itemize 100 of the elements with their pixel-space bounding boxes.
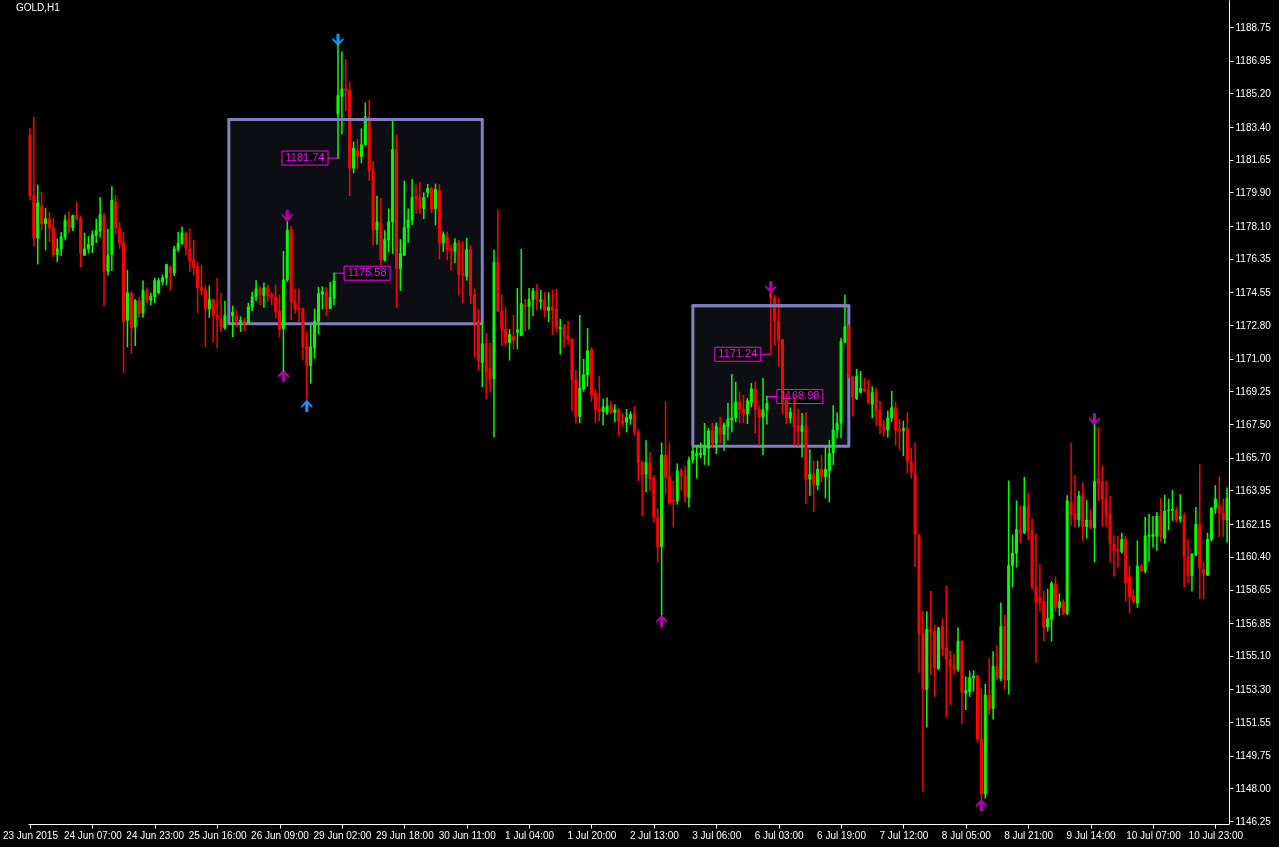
y-tick-label: 1149.75 (1235, 750, 1272, 762)
candlestick (196, 262, 200, 314)
point (301, 399, 313, 412)
candlestick (671, 480, 675, 528)
candlestick (262, 282, 266, 308)
candlestick (703, 423, 707, 465)
x-tick-label: 9 Jul 14:00 (1066, 829, 1116, 841)
y-tick-label: 1181.65 (1235, 154, 1272, 166)
candlestick (258, 286, 262, 306)
candlestick (562, 323, 566, 348)
x-tick-label: 7 Jul 12:00 (879, 829, 929, 841)
x-tick-label: 30 Jun 11:00 (438, 829, 497, 841)
x-tick-label: 25 Jun 16:00 (188, 829, 247, 841)
candlestick (625, 409, 629, 433)
point (656, 614, 668, 628)
candlestick (761, 377, 765, 455)
x-tick-label: 6 Jul 03:00 (754, 829, 805, 841)
x-tick-label: 29 Jun 02:00 (313, 829, 372, 841)
candlestick (515, 287, 519, 350)
candlestick (1159, 498, 1163, 542)
point (332, 33, 344, 47)
candlestick (414, 184, 418, 214)
y-tick-label: 1174.55 (1235, 286, 1272, 298)
candlestick (550, 289, 554, 335)
y-tick-label: 1176.35 (1235, 253, 1272, 265)
candlestick (422, 192, 426, 219)
candlestick (1096, 427, 1100, 501)
point (281, 209, 293, 222)
candlestick (441, 231, 445, 253)
candlestick (207, 285, 211, 318)
candlestick (1089, 509, 1093, 530)
candlestick (812, 460, 816, 512)
candlestick (141, 280, 145, 318)
candlestick (769, 290, 773, 356)
candlestick (137, 297, 141, 318)
candlestick (886, 410, 890, 438)
point (975, 799, 987, 812)
candlestick (1178, 494, 1182, 523)
candlestick (929, 591, 933, 676)
x-tick-label: 10 Jul 23:00 (1188, 829, 1244, 841)
candlestick (1053, 576, 1057, 612)
candlestick (695, 445, 699, 479)
candlestick (67, 211, 71, 233)
candlestick (543, 292, 547, 318)
candlestick (356, 139, 359, 169)
candlestick (1225, 487, 1229, 543)
candlestick (1120, 532, 1124, 554)
candlestick (1018, 505, 1022, 544)
candlestick (332, 272, 336, 306)
candlestick (153, 277, 157, 304)
candlestick (44, 207, 48, 251)
candlestick (535, 283, 539, 311)
candlestick (597, 375, 601, 422)
candlestick (40, 192, 44, 231)
candlestick (972, 670, 976, 692)
y-tick-label: 1148.00 (1235, 783, 1272, 794)
y-tick-label: 1155.10 (1235, 650, 1272, 662)
candlestick (1069, 442, 1073, 526)
candlestick (870, 386, 874, 419)
y-tick-label: 1188.75 (1235, 21, 1272, 33)
candlestick (948, 650, 952, 705)
x-tick-label: 26 Jun 09:00 (251, 829, 310, 841)
x-tick-label: 8 Jul 05:00 (941, 829, 992, 841)
x-tick-label: 8 Jul 21:00 (1004, 829, 1054, 841)
y-tick-label: 1178.10 (1235, 220, 1272, 232)
y-tick-label: 1171.00 (1235, 353, 1272, 365)
candlestick (613, 404, 617, 423)
candlestick (83, 232, 87, 256)
annotation: 1171.24 (718, 347, 758, 360)
x-tick-label: 1 Jul 20:00 (567, 829, 617, 841)
candlestick (855, 368, 859, 401)
x-tick-label: 6 Jul 19:00 (817, 829, 867, 841)
candlestick (987, 658, 991, 716)
candlestick (1057, 593, 1061, 616)
candlestick (188, 228, 192, 273)
candlestick (944, 585, 948, 717)
candlestick (1221, 498, 1225, 537)
candlestick (352, 141, 356, 174)
candlestick (164, 263, 168, 286)
candlestick (523, 298, 527, 332)
candlestick (901, 420, 905, 457)
y-tick-label: 1172.80 (1235, 319, 1272, 331)
candlestick (714, 422, 718, 455)
candlestick (617, 408, 621, 437)
candlestick (718, 416, 722, 444)
candlestick (995, 645, 999, 681)
x-tick-label: 23 Jun 2015 (2, 829, 59, 841)
candlestick (1151, 515, 1155, 548)
candlestick (203, 285, 207, 348)
y-tick-label: 1162.15 (1235, 518, 1272, 530)
candlestick (231, 305, 235, 338)
annotation: 1181.74 (285, 151, 325, 164)
x-tick-label: 2 Jul 13:00 (629, 829, 680, 841)
candlestick (738, 391, 742, 424)
chart-title: GOLD,H1 (16, 2, 61, 13)
y-tick-label: 1160.40 (1235, 551, 1272, 563)
candlestick (866, 379, 870, 405)
x-tick-label: 29 Jun 18:00 (375, 829, 435, 841)
y-tick-label: 1156.85 (1235, 617, 1272, 629)
candlestick (937, 626, 940, 671)
